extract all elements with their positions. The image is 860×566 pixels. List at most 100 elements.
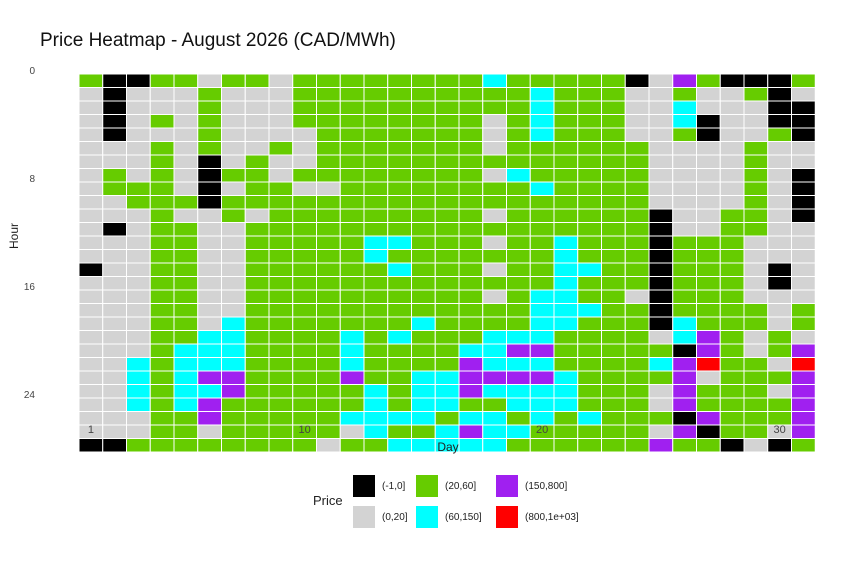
- heatmap-cell: [339, 73, 365, 88]
- heatmap-cell: [197, 141, 222, 156]
- heatmap-cell: [696, 235, 721, 250]
- heatmap-cell: [696, 222, 721, 237]
- heatmap-cell: [719, 127, 745, 142]
- heatmap-cell: [624, 235, 650, 250]
- heatmap-cell: [78, 411, 104, 426]
- heatmap-cell: [791, 235, 816, 250]
- heatmap-cell: [126, 397, 151, 412]
- heatmap-cell: [339, 276, 365, 291]
- heatmap-cell: [126, 168, 151, 183]
- heatmap-cell: [197, 316, 222, 331]
- heatmap-cell: [363, 154, 389, 169]
- heatmap-cell: [173, 262, 199, 277]
- heatmap-cell: [624, 289, 650, 304]
- heatmap-cell: [149, 316, 175, 331]
- heatmap-cell: [292, 276, 317, 291]
- heatmap-cells: [78, 73, 816, 453]
- heatmap-cell: [482, 384, 507, 399]
- heatmap-cell: [767, 330, 792, 345]
- heatmap-cell: [434, 397, 460, 412]
- heatmap-cell: [197, 208, 222, 223]
- heatmap-cell: [434, 87, 460, 102]
- heatmap-cell: [149, 168, 175, 183]
- heatmap-cell: [244, 330, 270, 345]
- y-axis-ticks: 0 8 16 24: [24, 66, 36, 401]
- heatmap-cell: [672, 249, 697, 264]
- heatmap-cell: [624, 384, 650, 399]
- heatmap-cell: [767, 370, 792, 385]
- heatmap-cell: [102, 262, 127, 277]
- heatmap-cell: [292, 114, 317, 129]
- heatmap-cell: [244, 222, 270, 237]
- heatmap-cell: [458, 411, 484, 426]
- heatmap-cell: [482, 168, 507, 183]
- heatmap-cell: [126, 262, 151, 277]
- heatmap-cell: [292, 73, 317, 88]
- heatmap-cell: [316, 114, 341, 129]
- heatmap-cell: [316, 357, 341, 372]
- heatmap-cell: [434, 195, 460, 210]
- heatmap-cell: [482, 316, 507, 331]
- heatmap-cell: [268, 73, 294, 88]
- heatmap-cell: [363, 114, 389, 129]
- heatmap-cell: [102, 222, 127, 237]
- heatmap-cell: [529, 262, 555, 277]
- heatmap-cell: [458, 235, 484, 250]
- heatmap-cell: [482, 208, 507, 223]
- heatmap-cell: [553, 208, 579, 223]
- heatmap-cell: [482, 222, 507, 237]
- heatmap-cell: [221, 154, 246, 169]
- heatmap-cell: [221, 235, 246, 250]
- heatmap-cell: [719, 289, 745, 304]
- heatmap-cell: [102, 276, 127, 291]
- heatmap-cell: [743, 154, 769, 169]
- heatmap-cell: [577, 330, 602, 345]
- heatmap-cell: [458, 181, 484, 196]
- x-axis-title: Day: [437, 440, 458, 454]
- heatmap-cell: [601, 154, 626, 169]
- heatmap-cell: [244, 397, 270, 412]
- heatmap-cell: [149, 195, 175, 210]
- heatmap-cell: [482, 438, 507, 453]
- heatmap-cell: [434, 289, 460, 304]
- heatmap-cell: [363, 343, 389, 358]
- heatmap-cell: [197, 357, 222, 372]
- heatmap-cell: [719, 357, 745, 372]
- heatmap-cell: [126, 303, 151, 318]
- heatmap-cell: [577, 208, 602, 223]
- heatmap-cell: [339, 141, 365, 156]
- heatmap-cell: [292, 168, 317, 183]
- heatmap-cell: [719, 87, 745, 102]
- heatmap-cell: [78, 154, 104, 169]
- heatmap-cell: [173, 424, 199, 439]
- heatmap-cell: [506, 154, 531, 169]
- heatmap-cell: [506, 276, 531, 291]
- heatmap-cell: [767, 141, 792, 156]
- heatmap-cell: [363, 181, 389, 196]
- heatmap-cell: [316, 100, 341, 115]
- heatmap-cell: [648, 262, 674, 277]
- heatmap-cell: [126, 73, 151, 88]
- heatmap-cell: [434, 235, 460, 250]
- heatmap-cell: [411, 208, 436, 223]
- heatmap-cell: [767, 100, 792, 115]
- heatmap-cell: [767, 397, 792, 412]
- heatmap-cell: [434, 276, 460, 291]
- heatmap-cell: [363, 208, 389, 223]
- heatmap-cell: [696, 141, 721, 156]
- heatmap-cell: [553, 222, 579, 237]
- heatmap-cell: [719, 316, 745, 331]
- heatmap-cell: [458, 100, 484, 115]
- heatmap-cell: [506, 316, 531, 331]
- heatmap-cell: [292, 370, 317, 385]
- heatmap-cell: [339, 195, 365, 210]
- heatmap-cell: [791, 289, 816, 304]
- heatmap-cell: [696, 249, 721, 264]
- heatmap-cell: [221, 114, 246, 129]
- heatmap-cell: [363, 316, 389, 331]
- heatmap-cell: [173, 303, 199, 318]
- heatmap-cell: [434, 141, 460, 156]
- heatmap-cell: [78, 249, 104, 264]
- heatmap-cell: [719, 262, 745, 277]
